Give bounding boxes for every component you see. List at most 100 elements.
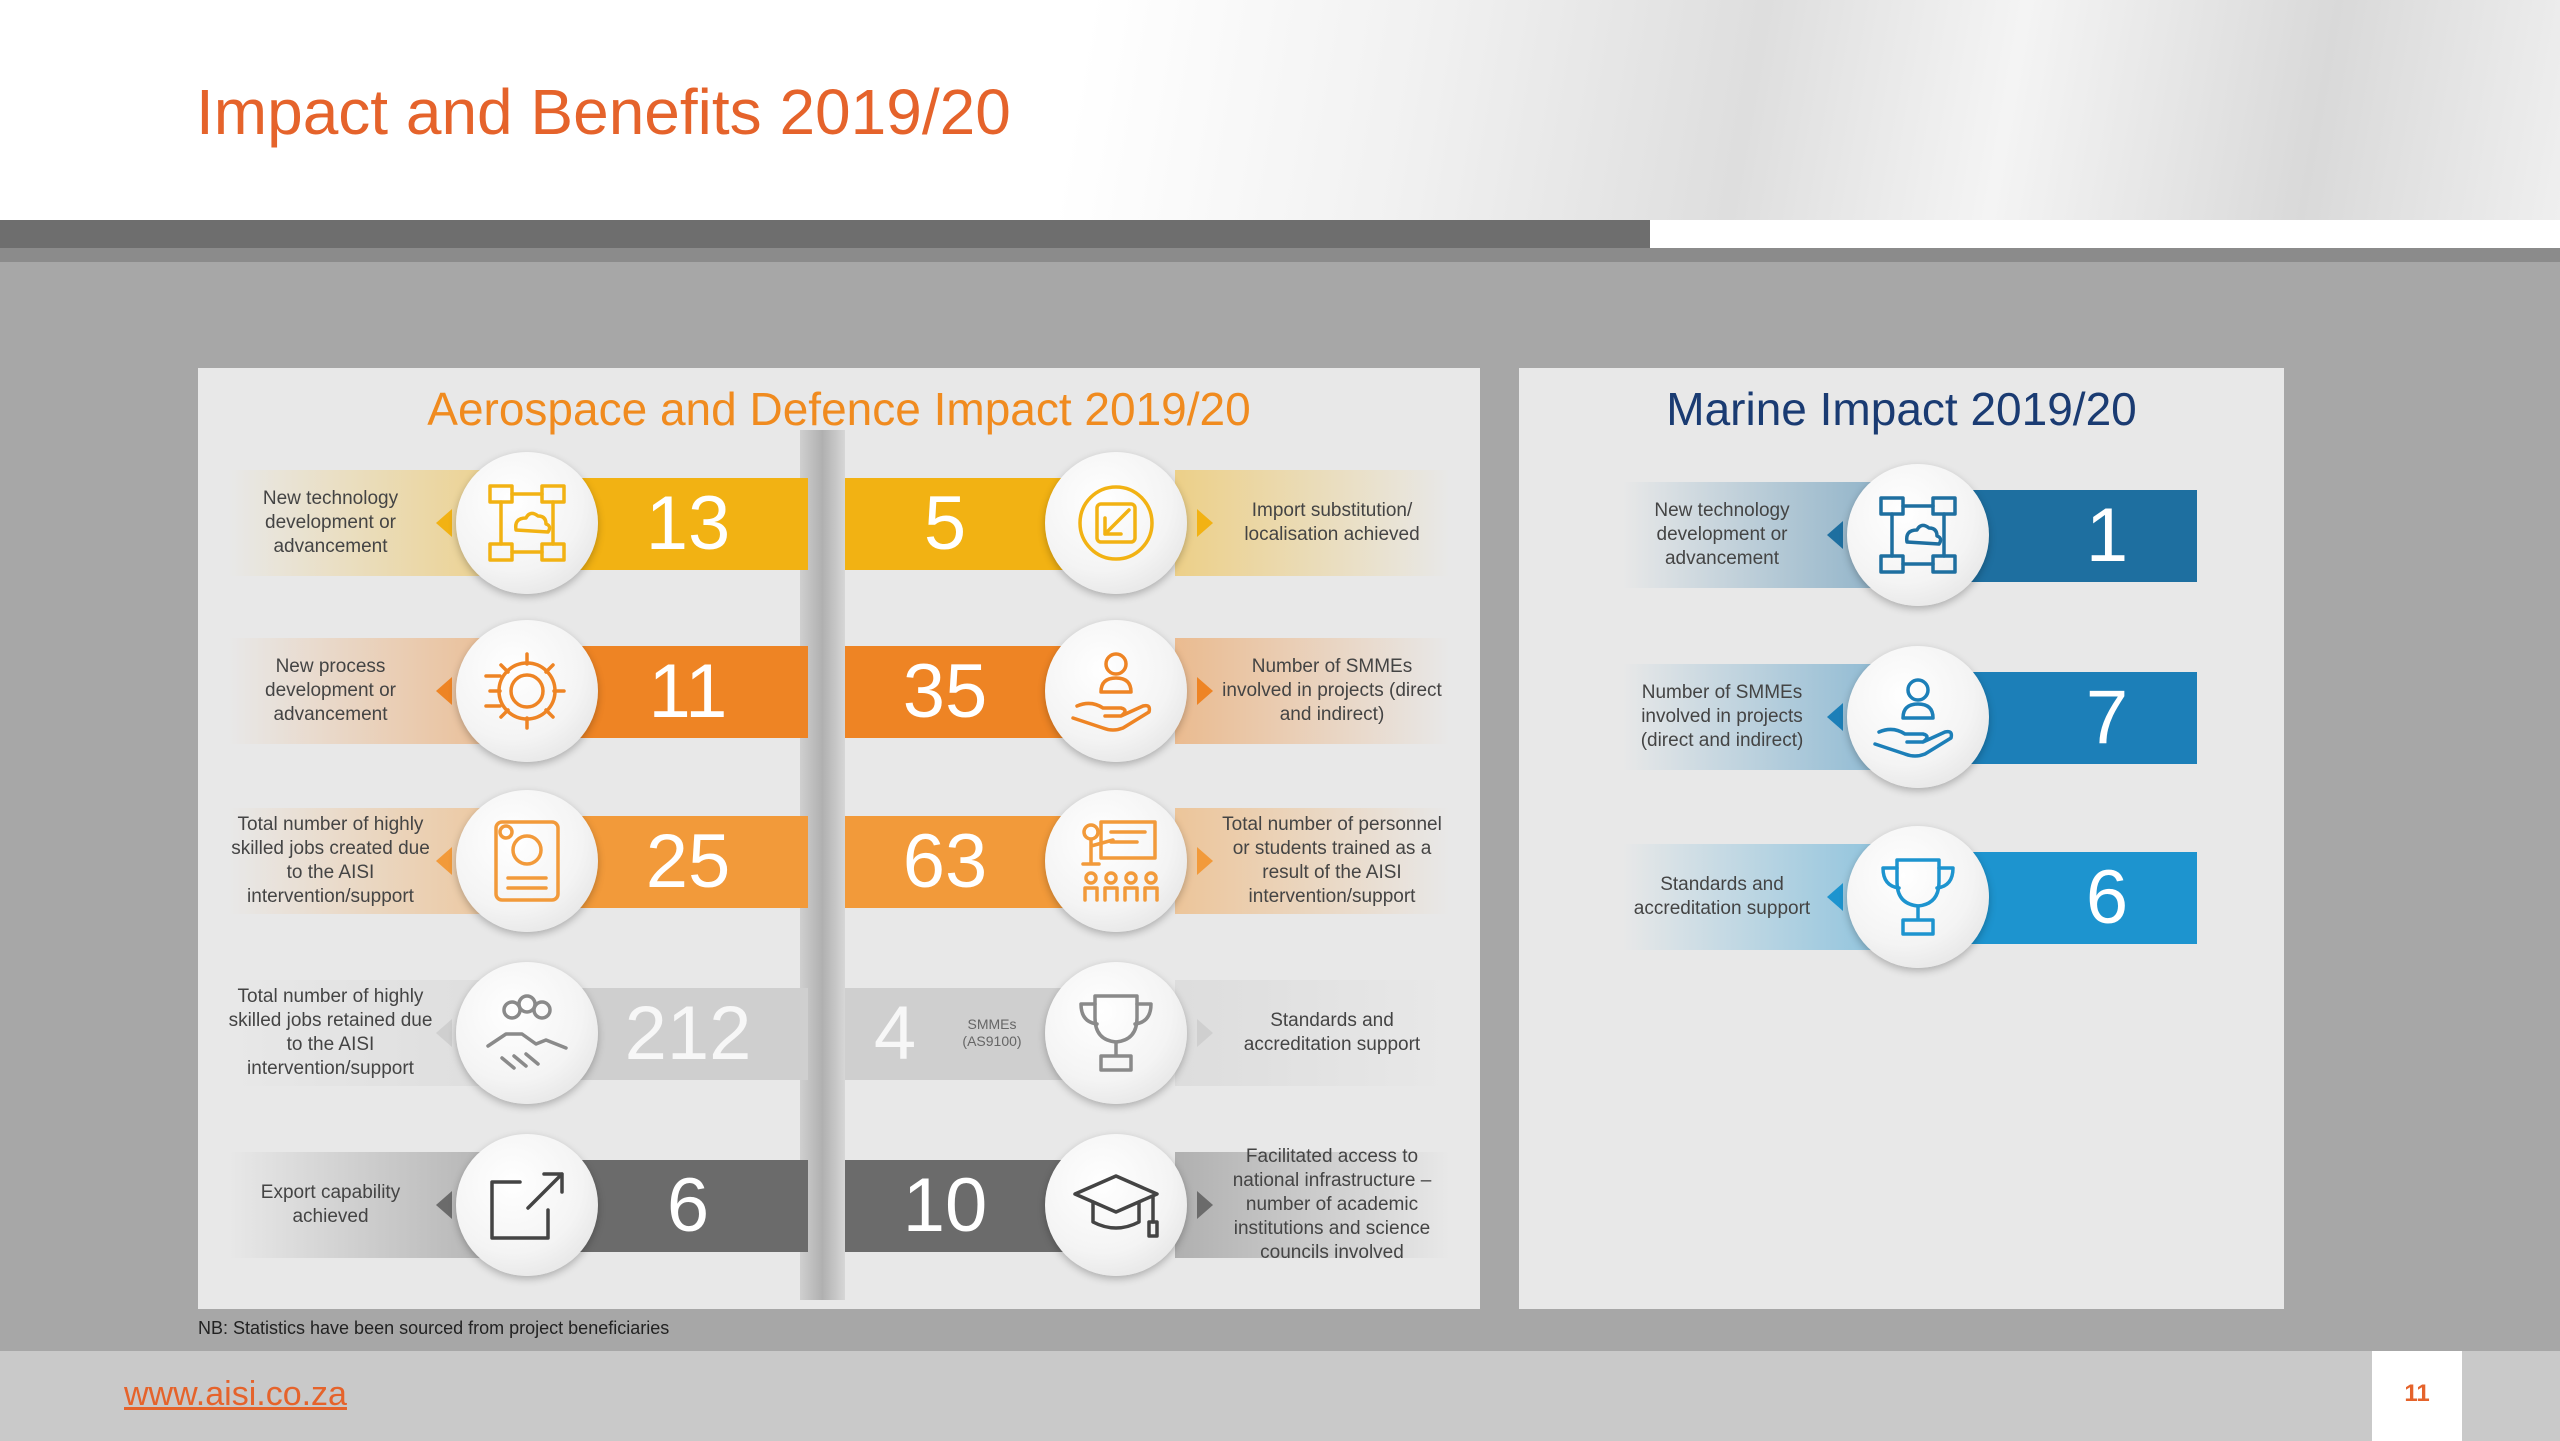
page-number-box — [2372, 1351, 2462, 1441]
pointer-arrow — [1197, 1019, 1213, 1047]
metric-label: Number of SMMEs involved in projects (di… — [1222, 656, 1442, 725]
hand-person-icon — [1071, 652, 1152, 732]
aerospace-row-left: Total number of highly skilled jobs reta… — [228, 958, 808, 1108]
handshake-team-icon — [456, 962, 598, 1104]
aerospace-row-left: New technology development or advancemen… — [228, 448, 808, 598]
pointer-arrow — [1197, 847, 1213, 875]
aerospace-row-right: Number of SMMEs involved in projects (di… — [845, 616, 1450, 766]
aerospace-row-right: Standards and accreditation support 4 SMME… — [845, 958, 1450, 1108]
pointer-arrow — [1827, 703, 1843, 731]
metric-value: 13 — [645, 481, 731, 566]
metric-value: 11 — [648, 649, 728, 734]
metric-label: Standards and accreditation support — [1633, 874, 1811, 919]
classroom-training-icon — [1045, 790, 1187, 932]
footnote: NB: Statistics have been sourced from pr… — [198, 1318, 670, 1338]
aerospace-row-left: Total number of highly skilled jobs crea… — [228, 786, 808, 936]
label-ribbon — [1175, 470, 1450, 576]
metric-label: New technology development or advancemen… — [1654, 500, 1790, 569]
aerospace-row-left: New process development or advancement 11 — [228, 616, 808, 766]
trophy-icon — [1847, 826, 1989, 968]
metric-value: 5 — [923, 481, 967, 566]
pointer-arrow — [1197, 677, 1213, 705]
network-cloud-icon — [456, 452, 598, 594]
marine-title: Marine Impact 2019/20 — [1666, 383, 2137, 435]
marine-row: New technology development or advancemen… — [1622, 460, 2197, 610]
header-band-light — [0, 248, 2560, 262]
hand-person-icon — [1873, 678, 1954, 758]
trophy-icon — [1079, 994, 1153, 1072]
aerospace-row-right: Import substitution/ localisation achiev… — [845, 448, 1450, 598]
resume-profile-icon — [494, 820, 560, 902]
value-bar — [568, 478, 808, 570]
metric-value: 35 — [902, 649, 988, 734]
value-bar — [568, 1160, 808, 1252]
pointer-arrow — [436, 1191, 452, 1219]
import-arrow-icon — [1045, 452, 1187, 594]
pointer-arrow — [436, 677, 452, 705]
metric-sublabel: SMMEs (AS9100) — [962, 1016, 1022, 1049]
metric-label: New process development or advancement — [265, 656, 396, 725]
metric-label: Export capability achieved — [260, 1182, 401, 1227]
classroom-training-icon — [1081, 820, 1159, 902]
aerospace-row-right: Facilitated access to national infrastru… — [845, 1130, 1450, 1280]
trophy-icon — [1045, 962, 1187, 1104]
value-bar — [1952, 852, 2197, 944]
aerospace-title: Aerospace and Defence Impact 2019/20 — [427, 383, 1251, 435]
resume-profile-icon — [456, 790, 598, 932]
pointer-arrow — [1197, 1191, 1213, 1219]
handshake-team-icon — [486, 994, 568, 1070]
hand-person-icon — [1045, 620, 1187, 762]
value-bar — [1952, 672, 2197, 764]
trophy-icon — [1881, 858, 1955, 936]
gear-circuit-icon — [484, 652, 566, 730]
value-bar — [1952, 490, 2197, 582]
metric-label: Total number of highly skilled jobs crea… — [231, 814, 430, 907]
pointer-arrow — [1827, 883, 1843, 911]
metric-value: 212 — [624, 991, 752, 1076]
network-cloud-icon — [1847, 464, 1989, 606]
metric-value: 25 — [645, 819, 731, 904]
export-arrow-icon — [456, 1134, 598, 1276]
metric-value: 10 — [902, 1163, 988, 1248]
marine-row: Number of SMMEs involved in projects (di… — [1622, 642, 2197, 792]
pointer-arrow — [436, 847, 452, 875]
header-background — [0, 0, 2560, 220]
metric-value: 6 — [2085, 855, 2129, 940]
metric-label: Total number of personnel or students tr… — [1222, 814, 1442, 907]
label-ribbon — [1175, 808, 1450, 914]
aerospace-row-right: Total number of personnel or students tr… — [845, 786, 1450, 936]
page-title: Impact and Benefits 2019/20 — [196, 76, 1011, 148]
pointer-arrow — [1197, 509, 1213, 537]
marine-row: Standards and accreditation support 6 — [1622, 822, 2197, 972]
value-bar — [568, 988, 808, 1080]
footer-bar — [0, 1351, 2560, 1441]
graduation-cap-icon — [1045, 1134, 1187, 1276]
metric-label: Facilitated access to national infrastru… — [1232, 1146, 1432, 1263]
website-link[interactable]: www.aisi.co.za — [124, 1375, 347, 1413]
metric-label: New technology development or advancemen… — [262, 488, 399, 557]
label-ribbon — [1175, 638, 1450, 744]
aerospace-row-left: Export capability achieved 6 — [228, 1130, 808, 1280]
value-bar — [568, 816, 808, 908]
metric-label: Number of SMMEs involved in projects (di… — [1640, 682, 1804, 751]
hand-person-icon — [1847, 646, 1989, 788]
network-cloud-icon — [488, 484, 566, 562]
metric-label: Import substitution/ localisation achiev… — [1244, 500, 1420, 545]
import-arrow-icon — [1078, 485, 1154, 561]
metric-value: 6 — [666, 1163, 710, 1248]
gear-circuit-icon — [456, 620, 598, 762]
label-ribbon — [1175, 980, 1450, 1086]
graduation-cap-icon — [1073, 1174, 1159, 1238]
pointer-arrow — [436, 509, 452, 537]
network-cloud-icon — [1879, 496, 1957, 574]
metric-value: 7 — [2085, 675, 2129, 760]
label-ribbon — [1175, 1152, 1450, 1258]
value-bar — [568, 646, 808, 738]
metric-label: Total number of highly skilled jobs reta… — [228, 986, 433, 1079]
page-number: 11 — [2404, 1380, 2430, 1407]
metric-value: 1 — [2085, 493, 2129, 578]
pointer-arrow — [1827, 521, 1843, 549]
metric-value: 63 — [902, 819, 988, 904]
pointer-arrow — [436, 1019, 452, 1047]
metric-value: 4 — [873, 991, 917, 1076]
